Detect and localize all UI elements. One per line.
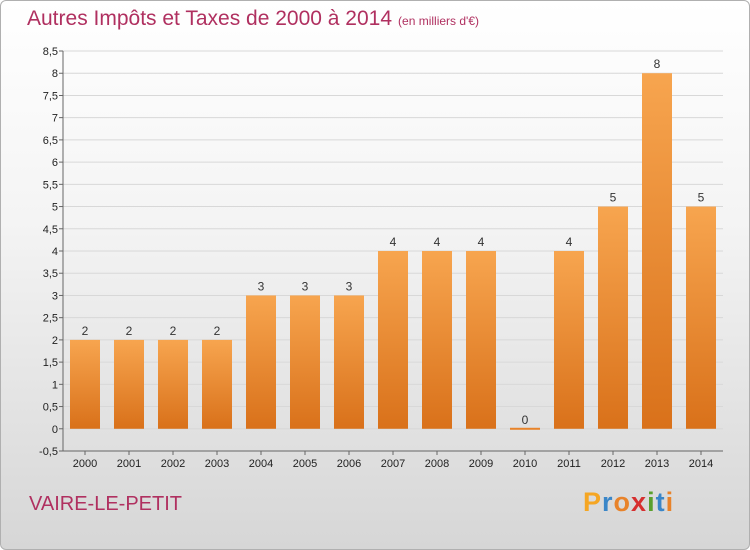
x-tick-label: 2012 [601,458,625,470]
bar-value-label: 5 [698,191,705,205]
y-tick-label: 4,5 [43,224,58,236]
bar-value-label: 2 [170,324,177,338]
logo-letter: x [631,487,648,517]
y-tick-label: 7 [52,113,58,125]
x-tick-label: 2014 [689,458,713,470]
chart-unit: (en milliers d'€) [398,14,480,28]
bar-value-labels: 2 2 2 2 3 3 3 4 4 4 0 4 5 8 5 [82,57,705,427]
bar-value-label: 3 [258,279,265,293]
x-tick-label: 2006 [337,458,361,470]
y-tick-label: -0,5 [39,446,58,458]
x-tick-label: 2004 [249,458,273,470]
x-tick-label: 2005 [293,458,317,470]
bar [642,73,672,429]
bar [114,339,144,429]
y-tick-label: 8,5 [43,46,58,58]
x-tick-label: 2013 [645,458,669,470]
logo-letter: P [583,487,603,517]
x-tick-label: 2011 [557,458,581,470]
bar-value-label: 3 [302,279,309,293]
bar [158,339,188,429]
y-tick-label: 4 [52,246,58,258]
bar-value-label: 5 [610,191,617,205]
bar [202,339,232,429]
logo-letter: r [602,487,614,517]
bar-value-label: 2 [214,324,221,338]
bar [686,206,716,429]
y-tick-label: 2 [52,335,58,347]
proxiti-logo: Proxiti [583,487,674,518]
bars [70,73,716,430]
bar-value-label: 3 [346,279,353,293]
y-tick-labels: -0,5 0 0,5 1 1,5 2 2,5 3 3,5 4 4,5 5 5,5 6 6,5 7 7,5 8 8,5 [39,46,63,458]
y-tick-label: 3 [52,290,58,302]
bar-value-label: 4 [478,235,485,249]
x-tick-label: 2001 [117,458,141,470]
y-tick-label: 0,5 [43,402,58,414]
bar [70,339,100,429]
x-tick-label: 2000 [73,458,97,470]
bar-value-label: 0 [522,413,529,427]
y-tick-label: 1,5 [43,357,58,369]
logo-letter: o [613,487,632,517]
y-tick-label: 0 [52,424,58,436]
bar [334,295,364,429]
logo-letter: i [647,487,656,517]
logo-letter: i [665,487,675,517]
place-name: VAIRE-LE-PETIT [29,493,182,515]
bar [378,251,408,429]
logo-letter: t [655,487,666,517]
bar [554,251,584,429]
x-tick-label: 2003 [205,458,229,470]
x-tick-label: 2010 [513,458,537,470]
chart-title: Autres Impôts et Taxes de 2000 à 2014 [27,7,393,30]
y-tick-label: 6 [52,157,58,169]
bar [246,295,276,429]
y-tick-label: 3,5 [43,268,58,280]
bar [466,251,496,429]
x-tick-label: 2007 [381,458,405,470]
bar-value-label: 2 [126,324,133,338]
bar [290,295,320,429]
bar-value-label: 4 [390,235,397,249]
x-tick-label: 2009 [469,458,493,470]
y-tick-label: 8 [52,68,58,80]
y-tick-label: 7,5 [43,90,58,102]
y-tick-label: 1 [52,379,58,391]
y-tick-label: 5,5 [43,179,58,191]
chart-title-block: Autres Impôts et Taxes de 2000 à 2014 (en… [27,7,479,31]
y-tick-label: 5 [52,202,58,214]
x-tick-labels: 2000 2001 2002 2003 2004 2005 2006 2007 2008 2009… [73,451,713,470]
bar-value-label: 4 [566,235,573,249]
bar-value-label: 4 [434,235,441,249]
x-tick-label: 2002 [161,458,185,470]
bar [510,427,540,430]
bar [422,251,452,429]
bar [598,206,628,429]
y-tick-label: 2,5 [43,313,58,325]
y-tick-label: 6,5 [43,135,58,147]
x-tick-label: 2008 [425,458,449,470]
bar-value-label: 2 [82,324,89,338]
bar-value-label: 8 [654,57,661,71]
